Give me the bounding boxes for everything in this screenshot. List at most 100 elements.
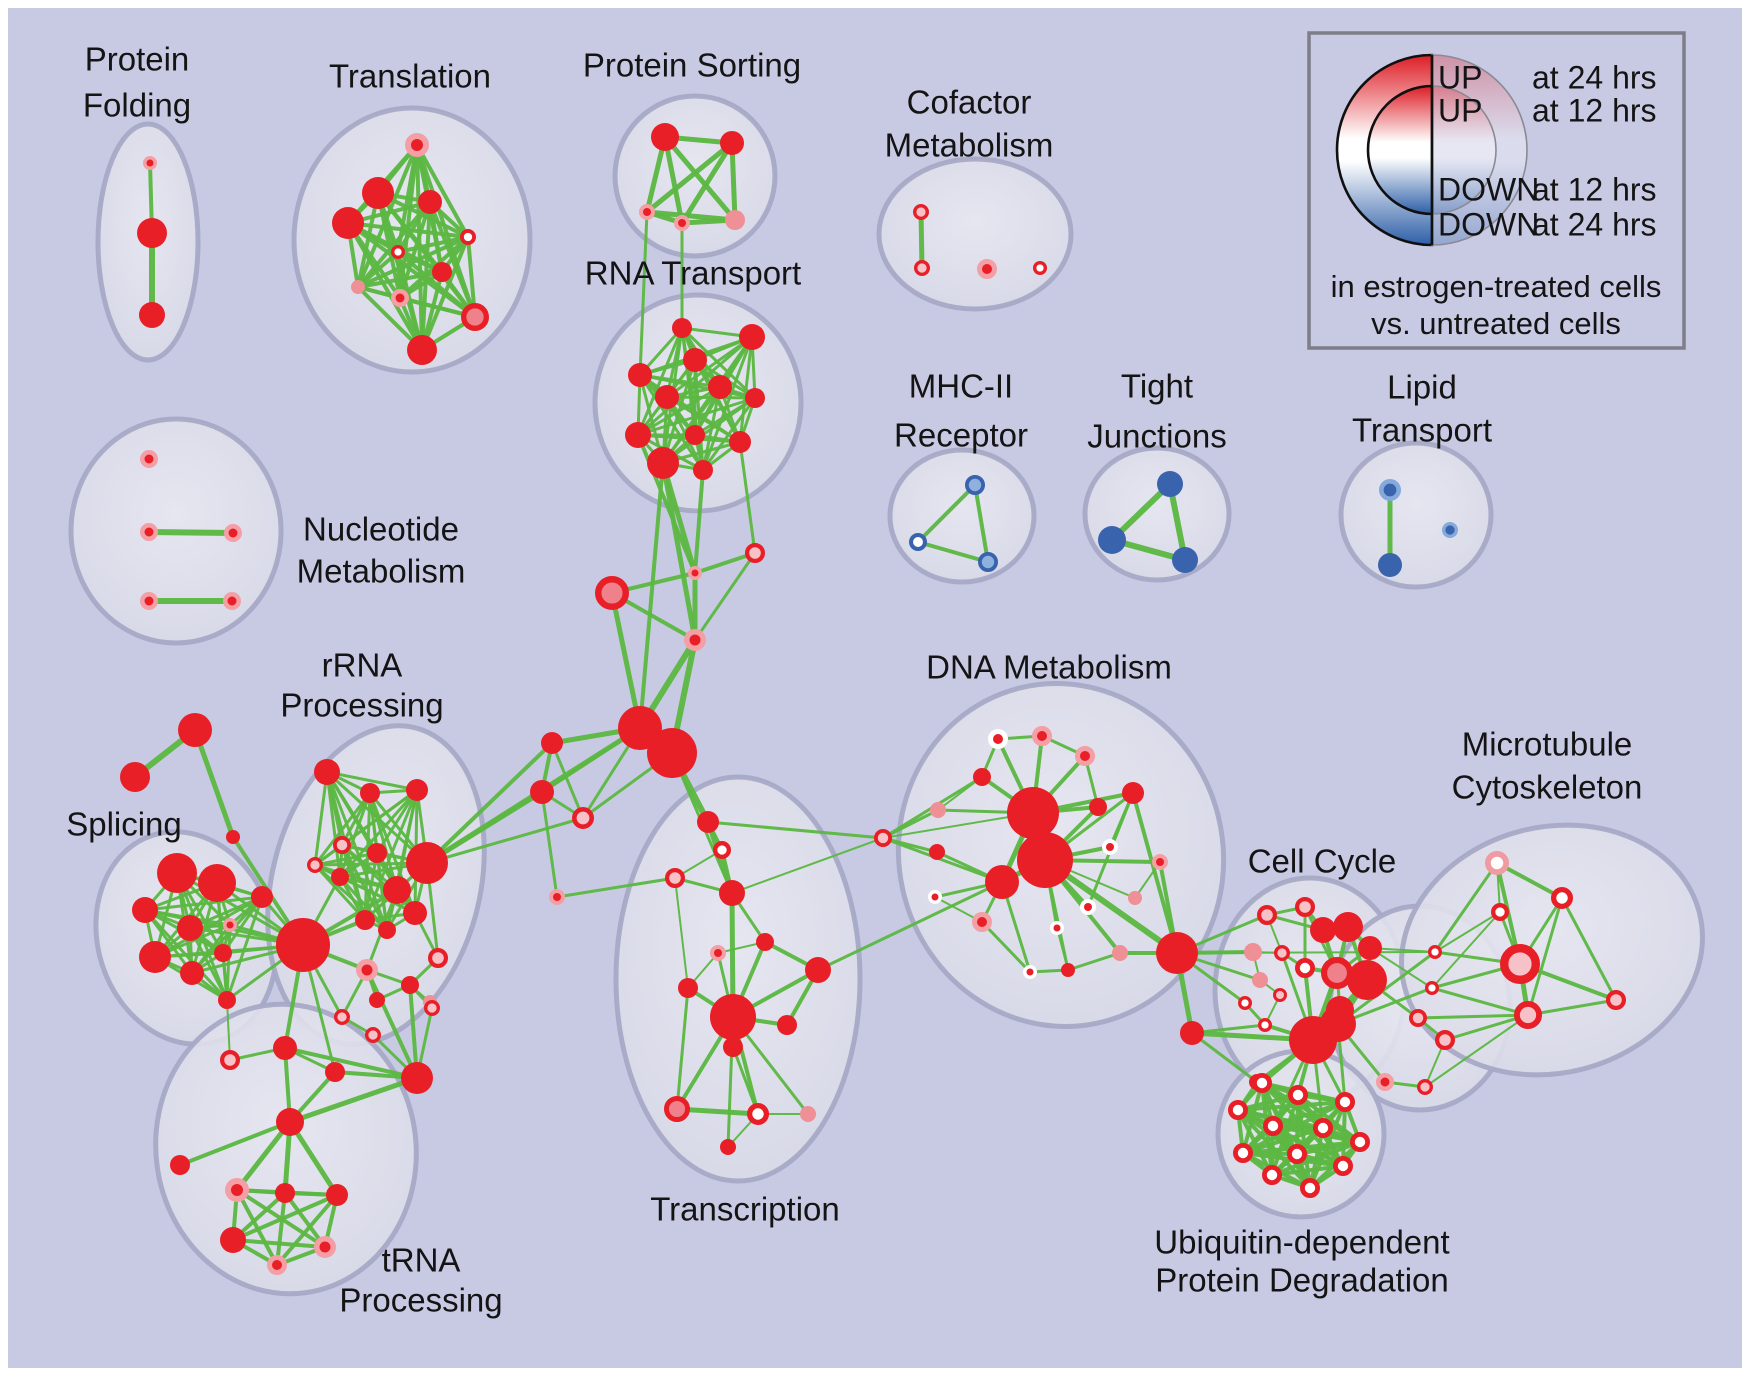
edge bbox=[1369, 947, 1433, 989]
gene-node-mc4 bbox=[1499, 944, 1540, 985]
edge bbox=[973, 484, 990, 563]
edge bbox=[1417, 1013, 1529, 1020]
gene-node-lp1 bbox=[1379, 478, 1402, 501]
cluster-ellipse-lipid-transport bbox=[1338, 440, 1494, 590]
gene-node-tc15 bbox=[720, 1139, 736, 1155]
edge bbox=[179, 1120, 291, 1167]
edge bbox=[1560, 897, 1618, 1001]
edge bbox=[637, 396, 756, 437]
gene-node-sp10 bbox=[218, 991, 236, 1009]
cluster-ellipse-mhc-ii-receptor bbox=[887, 447, 1037, 585]
gene-node-tc12 bbox=[663, 1095, 690, 1122]
edge bbox=[144, 895, 263, 912]
edge bbox=[232, 1238, 326, 1249]
gene-node-spt1 bbox=[178, 713, 212, 747]
gene-node-pf2 bbox=[137, 218, 167, 248]
cluster-ellipse-cofactor-metabolism bbox=[876, 156, 1074, 312]
gene-node-rr3 bbox=[406, 779, 428, 801]
cluster-ellipse-tight-junctions bbox=[1082, 445, 1232, 583]
edge bbox=[675, 987, 690, 1110]
legend-direction-label: UP bbox=[1438, 59, 1482, 95]
gene-node-h1 bbox=[618, 706, 662, 750]
gene-node-dm6 bbox=[929, 844, 945, 860]
legend-caption-line: in estrogen-treated cells bbox=[1331, 269, 1662, 304]
edge bbox=[397, 235, 469, 254]
gene-node-ub4 bbox=[1228, 1100, 1249, 1121]
edge bbox=[663, 135, 737, 222]
edge bbox=[609, 592, 643, 729]
edge bbox=[235, 1120, 292, 1192]
gene-node-sp9 bbox=[214, 944, 232, 962]
gene-node-rr23 bbox=[273, 1036, 297, 1060]
gene-node-mc6 bbox=[1605, 989, 1626, 1010]
gene-node-ub12 bbox=[1300, 1178, 1321, 1199]
gene-node-cc14 bbox=[1258, 1017, 1273, 1032]
gene-node-nm1 bbox=[140, 450, 158, 468]
edge bbox=[638, 462, 665, 729]
cluster-label-microtubule-cytoskeleton: Microtubule bbox=[1462, 726, 1633, 763]
gene-node-rr9 bbox=[383, 876, 411, 904]
gene-node-tj1 bbox=[1157, 471, 1183, 497]
gene-node-rr12 bbox=[403, 901, 427, 925]
edge bbox=[356, 250, 400, 289]
gene-node-rt2 bbox=[739, 324, 765, 350]
edge bbox=[731, 1046, 760, 1115]
gene-node-lp3 bbox=[1442, 521, 1459, 538]
gene-node-rr19 bbox=[333, 1008, 350, 1025]
gene-node-rr18 bbox=[423, 999, 440, 1016]
edge bbox=[707, 820, 884, 840]
gene-node-rr13 bbox=[428, 947, 449, 968]
edge bbox=[1433, 862, 1499, 953]
gene-node-cc6 bbox=[1244, 943, 1262, 961]
edge bbox=[275, 1193, 339, 1267]
gene-node-sp4 bbox=[177, 915, 203, 941]
gene-node-rr7 bbox=[331, 868, 349, 886]
gene-node-tc9 bbox=[710, 994, 756, 1040]
edge bbox=[662, 396, 756, 465]
gene-node-sp2 bbox=[198, 864, 236, 902]
edge bbox=[1434, 911, 1501, 953]
cluster-label-tight-junctions: Tight bbox=[1121, 368, 1193, 405]
edge bbox=[289, 1075, 418, 1125]
cluster-label-cofactor-metabolism: Metabolism bbox=[885, 127, 1054, 164]
gene-node-rr21 bbox=[401, 1062, 433, 1094]
edge bbox=[980, 920, 1032, 974]
gene-node-pf3 bbox=[139, 302, 165, 328]
gene-node-bw6 bbox=[1417, 1079, 1434, 1096]
gene-node-ub2 bbox=[1288, 1085, 1309, 1106]
gene-node-ccl bbox=[1180, 1021, 1204, 1045]
edge bbox=[326, 770, 418, 792]
edge bbox=[1237, 1100, 1346, 1112]
edge bbox=[192, 729, 236, 838]
cluster-label-nucleotide-metabolism: Nucleotide bbox=[303, 511, 459, 548]
cluster-label-transcription: Transcription bbox=[650, 1191, 840, 1228]
gene-node-bw3 bbox=[1409, 1009, 1428, 1028]
gene-node-tr4 bbox=[220, 1227, 246, 1253]
edge bbox=[148, 529, 234, 536]
gene-node-tl1 bbox=[405, 133, 429, 157]
edge bbox=[550, 742, 585, 819]
gene-node-sp5 bbox=[223, 918, 237, 932]
gene-node-tr6 bbox=[267, 1255, 287, 1275]
cluster-labels: Protein Folding Translation Protein Sorting… bbox=[66, 41, 1642, 1319]
gene-node-rt9 bbox=[685, 425, 705, 445]
edge bbox=[917, 540, 989, 564]
gene-node-dmc bbox=[874, 829, 893, 848]
gene-node-ub10 bbox=[1333, 1156, 1354, 1177]
edge bbox=[339, 875, 416, 915]
gene-node-rt12 bbox=[693, 460, 713, 480]
edge bbox=[1067, 951, 1121, 972]
gene-node-spt2 bbox=[120, 762, 150, 792]
edge bbox=[694, 551, 756, 575]
gene-node-cc9 bbox=[1321, 956, 1354, 989]
gene-node-rr8 bbox=[406, 842, 448, 884]
edge bbox=[676, 1106, 759, 1117]
gene-node-sp8 bbox=[180, 961, 204, 985]
legend-direction-label: DOWN bbox=[1438, 171, 1539, 207]
gene-node-h4 bbox=[530, 780, 554, 804]
gene-node-dm11 bbox=[1122, 782, 1144, 804]
gene-node-dm7 bbox=[1007, 787, 1059, 839]
gene-node-dm9 bbox=[985, 865, 1019, 899]
edge bbox=[916, 483, 977, 544]
edge bbox=[313, 792, 372, 866]
